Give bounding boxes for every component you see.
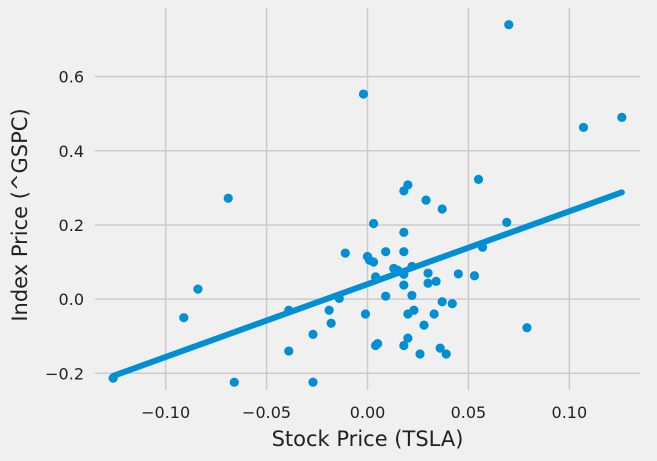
data-point — [358, 89, 369, 99]
data-point — [368, 257, 379, 267]
x-tick-label: 0.00 — [350, 403, 386, 422]
data-point — [308, 377, 318, 387]
data-point — [399, 269, 409, 279]
data-point — [578, 122, 589, 133]
data-point — [431, 276, 441, 286]
data-point — [423, 278, 433, 288]
data-point — [324, 305, 334, 315]
data-point — [409, 305, 419, 315]
y-tick-label: 0.0 — [59, 290, 84, 309]
x-tick-label: 0.10 — [552, 403, 588, 422]
data-point — [504, 20, 514, 30]
data-point — [370, 272, 381, 282]
data-point — [193, 284, 203, 294]
data-point — [399, 280, 409, 290]
data-point — [368, 218, 379, 229]
y-tick-label: 0.2 — [59, 216, 84, 235]
data-point — [437, 297, 447, 307]
x-axis-label: Stock Price (TSLA) — [272, 427, 464, 451]
data-point — [229, 377, 239, 387]
data-point — [326, 318, 336, 328]
y-tick-label: 0.4 — [59, 142, 84, 161]
data-point — [423, 268, 433, 278]
data-point — [108, 373, 118, 383]
scatter-points — [108, 20, 627, 387]
grid-lines — [95, 8, 640, 390]
data-point — [381, 291, 391, 301]
x-tick-label: 0.05 — [451, 403, 487, 422]
data-point — [477, 242, 488, 252]
data-point — [340, 248, 350, 258]
x-tick-labels: −0.10 −0.05 0.00 0.05 0.10 — [141, 403, 587, 422]
data-point — [399, 227, 409, 237]
data-point — [399, 247, 409, 257]
data-point — [415, 349, 425, 359]
y-tick-label: 0.6 — [59, 68, 84, 87]
data-point — [284, 305, 294, 315]
data-point — [381, 247, 391, 257]
data-point — [502, 217, 512, 227]
data-point — [469, 271, 480, 281]
data-point — [435, 343, 445, 353]
data-point — [223, 193, 233, 203]
data-point — [522, 323, 532, 333]
data-point — [308, 329, 318, 339]
x-tick-label: −0.10 — [141, 403, 190, 422]
data-point — [473, 174, 484, 184]
data-point — [334, 293, 344, 303]
data-point — [399, 186, 409, 196]
x-tick-label: −0.05 — [242, 403, 291, 422]
data-point — [453, 269, 463, 279]
data-point — [447, 298, 457, 309]
y-axis-label: Index Price (^GSPC) — [8, 108, 32, 321]
data-point — [284, 346, 294, 356]
data-point — [429, 309, 439, 319]
fit-line — [110, 189, 625, 379]
data-point — [370, 340, 381, 351]
data-point — [419, 320, 429, 330]
data-point — [399, 340, 409, 351]
data-point — [437, 204, 447, 214]
data-point — [407, 290, 417, 301]
data-point — [421, 195, 431, 205]
y-tick-label: −0.2 — [45, 364, 84, 383]
data-point — [441, 349, 451, 359]
data-point — [617, 112, 627, 123]
regression-line — [110, 189, 625, 379]
data-point — [360, 309, 371, 319]
data-point — [403, 333, 413, 343]
data-point — [179, 313, 189, 323]
y-tick-labels: −0.2 0.0 0.2 0.4 0.6 — [45, 68, 84, 384]
data-point — [407, 261, 417, 272]
